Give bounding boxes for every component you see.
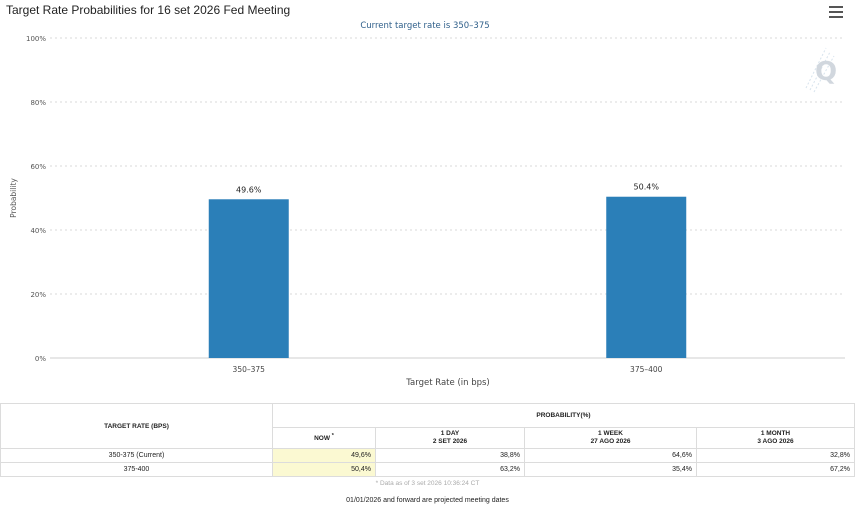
- data-timestamp-note: * Data as of 3 set 2026 10:36:24 CT: [375, 479, 480, 487]
- bar: [606, 196, 687, 358]
- rate-column-header: TARGET RATE (BPS): [0, 403, 273, 449]
- x-axis-label: Target Rate (in bps): [405, 378, 490, 388]
- q-logo-icon: Q: [805, 47, 837, 93]
- one-day-column-header: 1 DAY 2 SET 2026: [375, 427, 525, 449]
- svg-text:Q: Q: [815, 57, 837, 87]
- now-column-header: NOW *: [272, 427, 376, 449]
- one-month-column-header: 1 MONTH 3 AGO 2026: [696, 427, 855, 449]
- bar: [208, 199, 289, 358]
- probability-column-header: PROBABILITY(%): [272, 403, 855, 428]
- one-week-cell: 35,4%: [524, 462, 697, 477]
- y-tick-label: 0%: [35, 355, 46, 363]
- x-tick-label: 350–375: [233, 365, 266, 374]
- y-tick-label: 100%: [26, 35, 46, 43]
- y-tick-label: 60%: [30, 163, 46, 171]
- chart-subtitle: Current target rate is 350–375: [360, 21, 489, 31]
- one-month-cell: 67,2%: [696, 462, 855, 477]
- y-tick-label: 80%: [30, 99, 46, 107]
- one-month-cell: 32,8%: [696, 448, 855, 463]
- page-title: Target Rate Probabilities for 16 set 202…: [6, 3, 291, 17]
- y-axis-label: Probability: [9, 178, 18, 218]
- x-tick-label: 375–400: [630, 365, 663, 374]
- one-week-cell: 64,6%: [524, 448, 697, 463]
- y-tick-label: 20%: [30, 291, 46, 299]
- table-row: 350-375 (Current) 49,6% 38,8% 64,6% 32,8…: [0, 448, 855, 463]
- footer-note: 01/01/2026 and forward are projected mee…: [346, 497, 509, 504]
- rate-cell: 350-375 (Current): [0, 448, 273, 463]
- table-row: 375-400 50,4% 63,2% 35,4% 67,2%: [0, 462, 855, 477]
- one-day-cell: 63,2%: [375, 462, 525, 477]
- hamburger-menu-icon[interactable]: [829, 6, 843, 18]
- now-cell: 50,4%: [272, 462, 376, 477]
- bar-data-label: 49.6%: [236, 185, 262, 194]
- now-cell: 49,6%: [272, 448, 376, 463]
- rate-cell: 375-400: [0, 462, 273, 477]
- bar-data-label: 50.4%: [634, 183, 660, 192]
- y-tick-label: 40%: [30, 227, 46, 235]
- one-week-column-header: 1 WEEK 27 AGO 2026: [524, 427, 697, 449]
- one-day-cell: 38,8%: [375, 448, 525, 463]
- probability-table: TARGET RATE (BPS) PROBABILITY(%) NOW * 1…: [0, 403, 855, 489]
- probability-bar-chart: Current target rate is 350–375 0% 20% 40% 60…: [9, 21, 845, 388]
